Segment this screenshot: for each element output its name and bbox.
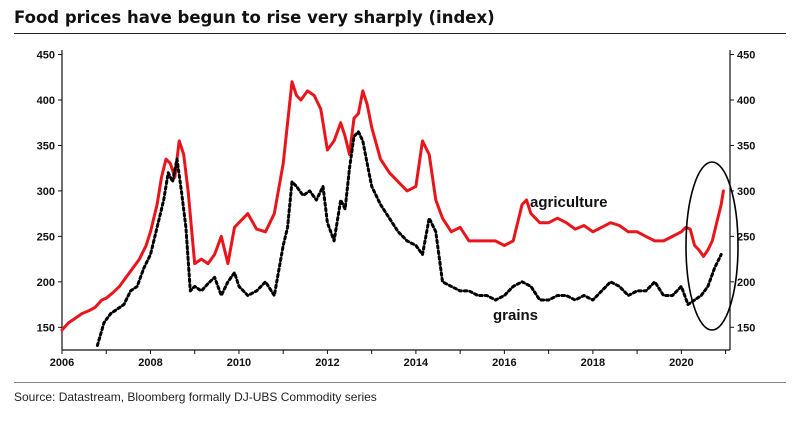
chart-title: Food prices have begun to rise very shar… <box>14 8 495 27</box>
series-labels: agriculture grains <box>493 194 608 324</box>
x-tick-label: 2016 <box>492 357 516 369</box>
series-line-agriculture <box>60 80 725 332</box>
x-tick-label: 2018 <box>581 357 605 369</box>
series-layer <box>60 80 725 347</box>
y-tick-label-left: 200 <box>37 277 55 289</box>
y-tick-label-right: 200 <box>737 277 755 289</box>
y-tick-label-right: 400 <box>737 95 755 107</box>
y-tick-label-left: 300 <box>37 186 55 198</box>
x-tick-label: 2020 <box>669 357 693 369</box>
y-tick-label-left: 450 <box>37 50 55 62</box>
y-tick-label-right: 450 <box>737 50 755 62</box>
y-tick-label-right: 250 <box>737 231 755 243</box>
source-note: Source: Datastream, Bloomberg formally D… <box>14 390 377 404</box>
series-label-agriculture: agriculture <box>530 194 608 211</box>
x-tick-label: 2008 <box>138 357 162 369</box>
x-tick-label: 2006 <box>50 357 74 369</box>
y-tick-label-right: 150 <box>737 322 755 334</box>
series-label-grains: grains <box>493 307 538 324</box>
y-tick-label-right: 300 <box>737 186 755 198</box>
footer-divider <box>14 382 786 383</box>
x-tick-label: 2014 <box>404 357 429 369</box>
highlight-ellipse <box>685 161 739 331</box>
axes: 150 150 200 200 250 250 300 300 350 350 400 400 450 4… <box>37 50 756 369</box>
title-divider <box>14 33 786 34</box>
y-tick-label-left: 150 <box>37 322 55 334</box>
y-tick-label-left: 400 <box>37 95 55 107</box>
x-tick-label: 2012 <box>315 357 339 369</box>
y-tick-label-left: 250 <box>37 231 55 243</box>
y-tick-label-left: 350 <box>37 140 55 152</box>
y-tick-label-right: 350 <box>737 140 755 152</box>
series-line-grains <box>95 130 723 347</box>
x-tick-label: 2010 <box>227 357 251 369</box>
